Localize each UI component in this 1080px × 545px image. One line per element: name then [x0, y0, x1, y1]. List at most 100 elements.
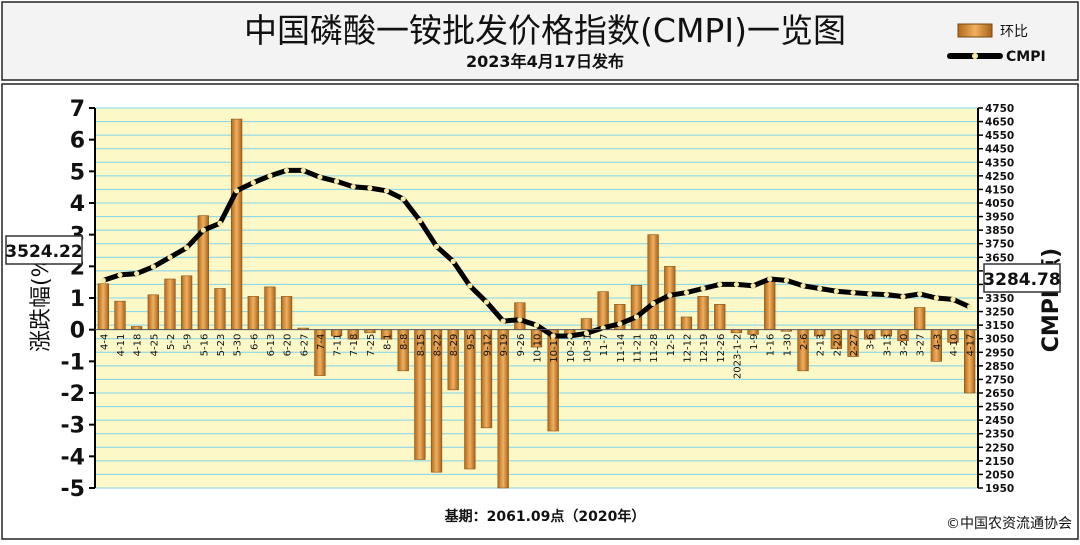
- right-tick-label: 3250: [985, 307, 1014, 319]
- left-tick-label: 6: [70, 129, 85, 154]
- right-tick-label: 4550: [985, 130, 1014, 142]
- cmpi-point-3-20: [900, 294, 906, 300]
- x-tick-label: 4-11: [116, 334, 127, 357]
- x-tick-label: 7-11: [333, 334, 344, 357]
- legend-line-label: CMPI: [1006, 49, 1046, 65]
- x-tick-label: 8-8: [399, 334, 410, 350]
- cmpi-point-8-22: [433, 243, 440, 250]
- left-tick-label: -1: [61, 350, 85, 375]
- right-tick-label: 3650: [985, 252, 1014, 264]
- bar-5-9: [181, 275, 193, 330]
- x-tick-label: 3-20: [899, 334, 910, 357]
- cmpi-point-5-30: [234, 188, 240, 194]
- bar-11-7: [597, 291, 609, 330]
- x-tick-label: 8-29: [449, 334, 460, 357]
- legend: 环比 CMPI: [947, 23, 1046, 65]
- cmpi-point-4-17: [967, 304, 973, 310]
- cmpi-point-12-5: [667, 292, 673, 298]
- right-callout-value: 3284.78: [983, 270, 1060, 290]
- x-tick-label: 8-1: [383, 334, 394, 350]
- cmpi-point-3-13: [883, 292, 889, 298]
- right-tick-label: 2550: [985, 402, 1014, 414]
- cmpi-point-2-6: [800, 283, 806, 289]
- cmpi-point-2-20: [833, 288, 839, 294]
- x-tick-label: 4-10: [949, 334, 960, 357]
- bar-4-11: [114, 300, 126, 330]
- bar-12-12: [680, 316, 693, 330]
- right-tick-label: 2650: [985, 388, 1014, 400]
- x-tick-label: 11-28: [649, 334, 660, 363]
- cmpi-point-5-16: [200, 227, 206, 233]
- legend-bar-swatch: [957, 23, 993, 38]
- right-tick-label: 3750: [985, 239, 1014, 251]
- x-tick-label: 10-10: [533, 334, 544, 363]
- bar-1-16: [764, 280, 776, 330]
- cmpi-point-8-29: [450, 258, 456, 264]
- x-tick-label: 9-26: [516, 334, 527, 357]
- cmpi-point-5-2: [167, 254, 173, 260]
- bar-4-4: [97, 283, 109, 330]
- x-tick-label: 1-16: [766, 334, 777, 357]
- x-tick-label: 10-17: [549, 334, 560, 363]
- left-tick-label: -2: [61, 382, 85, 407]
- left-tick-label: -4: [61, 445, 85, 470]
- x-tick-label: 6-6: [249, 334, 260, 350]
- cmpi-point-11-28: [650, 300, 656, 307]
- base-period-note: 基期：2061.09点（2020年）: [445, 508, 646, 525]
- chart-subtitle: 2023年4月17日发布: [466, 52, 624, 71]
- x-tick-label: 9-5: [466, 334, 477, 350]
- cmpi-point-9-12: [483, 299, 490, 305]
- right-tick-label: 2150: [985, 456, 1014, 468]
- cmpi-point-8-15: [417, 218, 423, 224]
- bar-11-21: [630, 285, 643, 330]
- bar-6-6: [247, 296, 259, 330]
- x-tick-label: 7-4: [316, 334, 327, 350]
- cmpi-point-9-5: [467, 283, 473, 289]
- x-tick-label: 11-14: [616, 334, 627, 363]
- cmpi-point-7-11: [333, 178, 340, 184]
- right-callout: 3284.78: [983, 263, 1061, 293]
- cmpi-point-10-24: [567, 333, 573, 339]
- cmpi-point-7-4: [317, 174, 323, 180]
- right-tick-label: 4050: [985, 198, 1014, 210]
- x-tick-label: 9-19: [499, 334, 510, 357]
- x-tick-label: 5-16: [199, 334, 210, 357]
- cmpi-point-6-6: [250, 180, 256, 186]
- left-tick-label: 1: [70, 287, 85, 312]
- left-tick-label: 7: [70, 97, 85, 122]
- cmpi-point-8-8: [400, 196, 406, 202]
- x-tick-label: 5-30: [233, 334, 244, 357]
- cmpi-point-3-6: [867, 291, 873, 297]
- cmpi-point-5-23: [217, 220, 223, 226]
- x-tick-label: 12-5: [666, 334, 677, 357]
- left-tick-label: 4: [70, 192, 85, 217]
- right-tick-label: 4150: [985, 184, 1014, 196]
- bar-10-31: [580, 318, 593, 330]
- cmpi-point-11-7: [600, 325, 606, 331]
- right-tick-label: 4350: [985, 157, 1014, 169]
- cmpi-point-10-17: [550, 333, 556, 339]
- right-tick-label: 4650: [985, 117, 1014, 129]
- cmpi-point-10-31: [583, 330, 590, 336]
- cmpi-point-4-10: [950, 296, 956, 302]
- bar-5-2: [164, 278, 176, 330]
- x-tick-label: 7-18: [349, 334, 360, 357]
- x-tick-label: 2-13: [816, 334, 827, 357]
- cmpi-point-6-20: [283, 167, 290, 174]
- cmpi-point-7-18: [350, 184, 356, 190]
- chart-title: 中国磷酸一铵批发价格指数(CMPI)一览图: [244, 11, 846, 50]
- cmpi-point-8-1: [383, 188, 390, 194]
- right-tick-label: 3950: [985, 212, 1014, 224]
- x-tick-label: 12-26: [716, 334, 727, 363]
- bar-12-19: [697, 296, 709, 330]
- x-tick-label: 5-23: [216, 334, 227, 357]
- right-tick-label: 4250: [985, 171, 1014, 183]
- x-tick-label: 6-27: [299, 334, 310, 357]
- left-callout: 3524.22: [5, 235, 83, 265]
- right-tick-label: 4450: [985, 144, 1014, 156]
- cmpi-point-4-11: [117, 272, 123, 278]
- right-tick-label: 1950: [985, 483, 1014, 495]
- cmpi-point-12-26: [717, 281, 723, 288]
